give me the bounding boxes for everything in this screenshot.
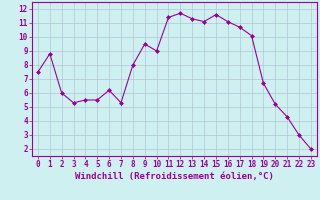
X-axis label: Windchill (Refroidissement éolien,°C): Windchill (Refroidissement éolien,°C) [75, 172, 274, 181]
